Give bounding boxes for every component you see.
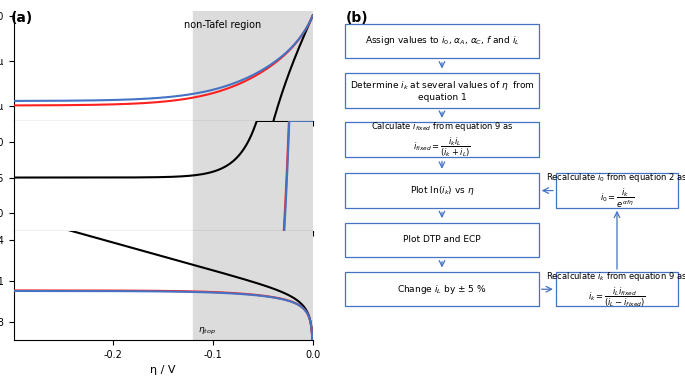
Bar <box>193 11 313 121</box>
Text: Recalculate $i_0$ from equation 2 as
$i_0 = \dfrac{i_k}{e^{\alpha f \eta}}$: Recalculate $i_0$ from equation 2 as $i_… <box>546 171 685 210</box>
Text: $\eta_{top}$: $\eta_{top}$ <box>198 326 216 337</box>
Bar <box>193 231 313 340</box>
Text: Calculate $i_{fixed}$ from equation 9 as
$i_{fixed} = \dfrac{i_k i_L}{(i_k + i_L: Calculate $i_{fixed}$ from equation 9 as… <box>371 120 513 159</box>
Text: Plot ln($i_k$) vs $\eta$: Plot ln($i_k$) vs $\eta$ <box>410 184 474 197</box>
Bar <box>193 121 313 231</box>
Text: Recalculate $i_k$ from equation 9 as
$i_k = \dfrac{i_L i_{fixed}}{(i_L - i_{fixe: Recalculate $i_k$ from equation 9 as $i_… <box>547 270 685 309</box>
Text: Change $i_L$ by $\pm$ 5 %: Change $i_L$ by $\pm$ 5 % <box>397 283 486 296</box>
Text: Plot DTP and ECP: Plot DTP and ECP <box>403 235 481 245</box>
FancyBboxPatch shape <box>556 272 678 307</box>
FancyBboxPatch shape <box>345 223 539 257</box>
FancyBboxPatch shape <box>345 173 539 208</box>
Text: Determine $i_k$ at several values of $\eta$  from
equation 1: Determine $i_k$ at several values of $\e… <box>349 79 534 102</box>
Text: non-Tafel region: non-Tafel region <box>184 20 262 30</box>
X-axis label: η / V: η / V <box>151 366 176 375</box>
Text: Assign values to $i_0$, $\alpha_A$, $\alpha_C$, $f$ and $i_L$: Assign values to $i_0$, $\alpha_A$, $\al… <box>364 34 519 47</box>
FancyBboxPatch shape <box>345 73 539 107</box>
Text: (a): (a) <box>10 11 32 25</box>
FancyBboxPatch shape <box>345 122 539 157</box>
Text: (b): (b) <box>346 11 369 25</box>
FancyBboxPatch shape <box>345 24 539 58</box>
FancyBboxPatch shape <box>556 173 678 208</box>
FancyBboxPatch shape <box>345 272 539 307</box>
